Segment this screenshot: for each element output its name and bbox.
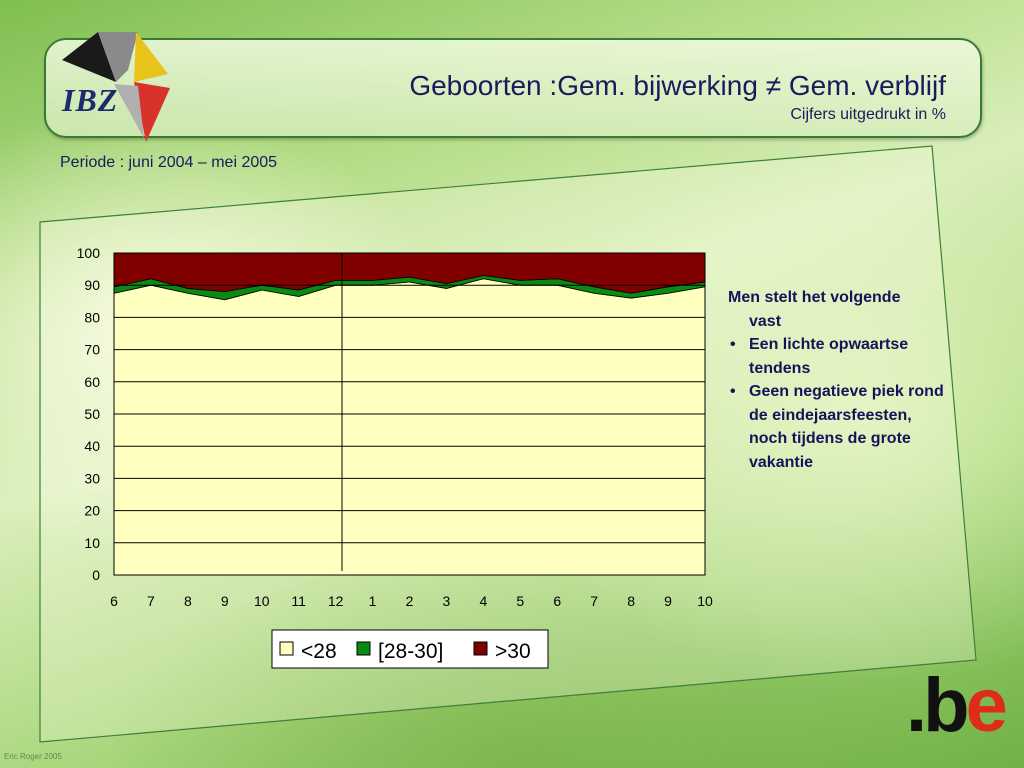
notes-list: • Een lichte opwaartse tendens • Geen ne… (728, 333, 953, 474)
y-tick-label: 70 (84, 342, 100, 358)
y-tick-label: 20 (84, 503, 100, 519)
x-tick-label: 10 (254, 593, 270, 609)
be-logo-dot: . (906, 663, 927, 748)
x-tick-label: 10 (697, 593, 713, 609)
x-tick-label: 4 (479, 593, 487, 609)
bullet-icon: • (730, 383, 736, 400)
legend-box (271, 629, 549, 669)
y-tick-label: 60 (84, 374, 100, 390)
period-label: Periode : juni 2004 – mei 2005 (60, 154, 278, 171)
x-tick-label: 6 (110, 593, 118, 609)
x-tick-label: 8 (184, 593, 192, 609)
x-tick-label: 7 (590, 593, 598, 609)
x-tick-label: 5 (516, 593, 524, 609)
y-tick-label: 80 (84, 309, 100, 325)
bullet-icon: • (730, 336, 736, 353)
copyright-text: Eric Roger 2005 (4, 752, 62, 761)
y-tick-label: 10 (84, 535, 100, 551)
y-tick-label: 30 (84, 470, 100, 486)
ibz-logo-text: IBZ (62, 82, 119, 118)
notes-bullet-item: • Een lichte opwaartse tendens (728, 333, 953, 380)
page-subtitle: Cijfers uitgedrukt in % (790, 106, 946, 123)
be-logo-b: b (923, 663, 969, 748)
notes-bullet-text: Geen negatieve piek rond de eindejaarsfe… (749, 383, 944, 471)
y-tick-label: 40 (84, 438, 100, 454)
notes-bullet-text: Een lichte opwaartse tendens (749, 336, 909, 377)
page-title: Geboorten :Gem. bijwerking ≠ Gem. verbli… (409, 70, 946, 101)
x-tick-label: 11 (291, 593, 306, 609)
y-tick-label: 90 (84, 277, 100, 293)
legend-label-2: >30 (495, 640, 531, 663)
legend-swatch-0 (279, 641, 294, 656)
x-tick-label: 1 (369, 593, 377, 609)
legend-label-0: <28 (301, 640, 337, 663)
be-logo: .be (906, 668, 1008, 744)
legend-swatch-2 (473, 641, 488, 656)
x-tick-label: 3 (443, 593, 451, 609)
x-tick-label: 7 (147, 593, 155, 609)
x-tick-label: 6 (553, 593, 561, 609)
plot-border (113, 252, 706, 576)
series-area-0 (113, 278, 706, 576)
notes-intro-line1: Men stelt het volgende (728, 289, 901, 306)
notes-intro-line2: vast (749, 312, 782, 330)
be-logo-e: e (965, 663, 1008, 748)
ibz-logo-icon (62, 32, 170, 142)
legend-swatch-1 (356, 641, 371, 656)
notes-bullet-item: • Geen negatieve piek rond de eindejaars… (728, 380, 953, 474)
x-tick-label: 9 (664, 593, 672, 609)
x-tick-label: 9 (221, 593, 229, 609)
header-banner (44, 38, 982, 138)
y-tick-label: 100 (77, 245, 101, 261)
x-tick-label: 8 (627, 593, 635, 609)
x-tick-label: 2 (406, 593, 414, 609)
legend-label-1: [28-30] (378, 640, 443, 663)
y-tick-label: 50 (84, 406, 100, 422)
y-tick-label: 0 (92, 567, 100, 583)
x-tick-label: 12 (328, 593, 344, 609)
notes-text: Men stelt het volgende vast • Een lichte… (728, 286, 953, 474)
